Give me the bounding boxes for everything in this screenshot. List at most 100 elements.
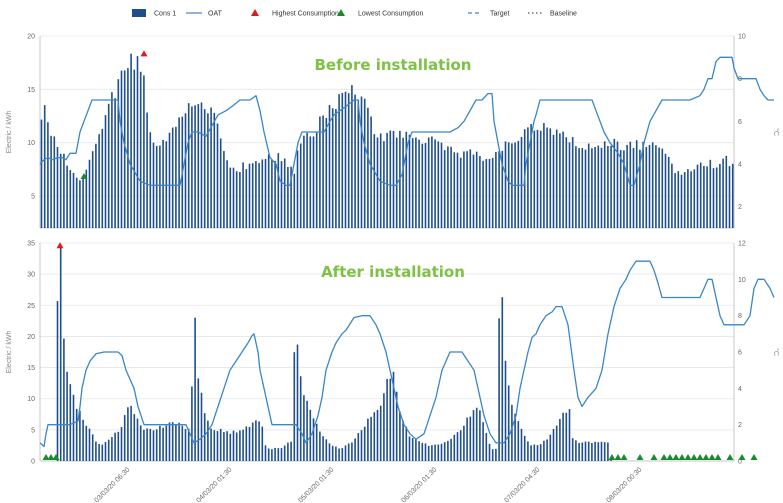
bar — [159, 425, 161, 461]
bar — [296, 344, 299, 461]
bar — [459, 157, 462, 228]
bar — [213, 430, 216, 461]
y2-tick-label: 10 — [738, 34, 746, 41]
bar — [632, 148, 635, 228]
bar — [408, 436, 411, 461]
bar — [594, 146, 596, 228]
bar — [360, 96, 363, 228]
bar — [50, 135, 52, 228]
bar — [703, 165, 705, 228]
bar — [418, 139, 420, 228]
bar — [597, 145, 600, 228]
bar — [475, 407, 478, 461]
bar — [101, 128, 104, 228]
bar — [344, 91, 347, 228]
bar — [181, 425, 184, 461]
legend-entry-lowest-consumption: Lowest Consumption — [337, 9, 423, 18]
bar — [335, 446, 337, 461]
lowest-consumption-marker — [608, 454, 616, 460]
bar — [91, 151, 94, 228]
bar — [229, 167, 232, 228]
bar — [501, 297, 504, 461]
bar — [159, 145, 161, 228]
bar — [587, 143, 590, 228]
bar — [303, 135, 305, 228]
bar — [498, 318, 500, 461]
bar — [728, 166, 731, 228]
bar — [239, 172, 241, 228]
bar — [328, 104, 331, 228]
bar — [274, 447, 276, 461]
bar — [597, 442, 600, 461]
bar — [175, 126, 177, 228]
bar — [533, 130, 536, 228]
lowest-consumption-marker — [714, 454, 722, 460]
bar — [437, 444, 440, 461]
bar — [168, 132, 171, 228]
bar — [466, 151, 468, 228]
bar — [210, 428, 212, 461]
bar — [123, 70, 126, 228]
x-axis-ticks: 03/03/20 06:30 04/03/20 01:30 05/03/20 01:… — [93, 466, 643, 503]
bar — [117, 431, 120, 461]
bar — [139, 71, 142, 228]
bar — [635, 140, 638, 228]
bar — [482, 422, 484, 461]
bar — [447, 146, 449, 228]
bar — [418, 441, 420, 461]
bar — [255, 161, 257, 228]
bar — [40, 119, 43, 228]
y-tick-label: 10 — [27, 140, 35, 147]
bar — [111, 92, 113, 228]
bar — [655, 145, 657, 228]
bar — [325, 439, 328, 461]
bar — [296, 150, 299, 228]
bar — [91, 434, 94, 461]
x-tick-label: 03/03/20 06:30 — [93, 466, 131, 503]
bar — [639, 149, 641, 228]
bar — [85, 425, 88, 461]
bar — [315, 423, 318, 461]
bar — [453, 434, 456, 461]
bar — [523, 435, 526, 461]
bar — [495, 151, 497, 228]
bar — [258, 421, 260, 461]
bar — [357, 433, 360, 461]
bar — [591, 443, 593, 461]
bar — [178, 117, 180, 228]
lowest-consumption-marker — [47, 454, 55, 460]
bar — [603, 442, 606, 461]
x-tick-label: 06/03/20 01:30 — [400, 466, 438, 503]
bar — [203, 109, 206, 228]
bar — [315, 131, 318, 228]
bar — [226, 431, 228, 461]
y-tick-label: 10 — [27, 396, 35, 403]
bar — [101, 444, 104, 461]
bar — [434, 444, 436, 461]
bar — [722, 158, 724, 228]
bar — [575, 146, 577, 228]
bar — [594, 441, 596, 461]
panel-before: 5 10 15 20 2 4 6 8 10 Electric / kWh °C Before inst… — [6, 34, 780, 229]
bar — [517, 421, 520, 461]
bar — [440, 443, 443, 461]
bar — [203, 413, 206, 461]
lowest-consumption-marker — [750, 454, 758, 460]
bar — [280, 161, 283, 228]
bar — [466, 417, 468, 461]
bar — [434, 139, 436, 228]
legend-label: Target — [490, 11, 510, 18]
bar — [360, 430, 363, 461]
bar — [79, 410, 81, 461]
bar — [421, 442, 424, 461]
bar — [552, 134, 555, 228]
bar — [603, 141, 606, 228]
lowest-consumption-marker — [620, 454, 628, 460]
bar — [261, 159, 264, 228]
bar — [719, 163, 721, 228]
bar — [232, 430, 235, 461]
bar — [213, 112, 216, 228]
bar — [447, 440, 449, 461]
bar — [207, 420, 209, 461]
bar — [536, 129, 539, 228]
